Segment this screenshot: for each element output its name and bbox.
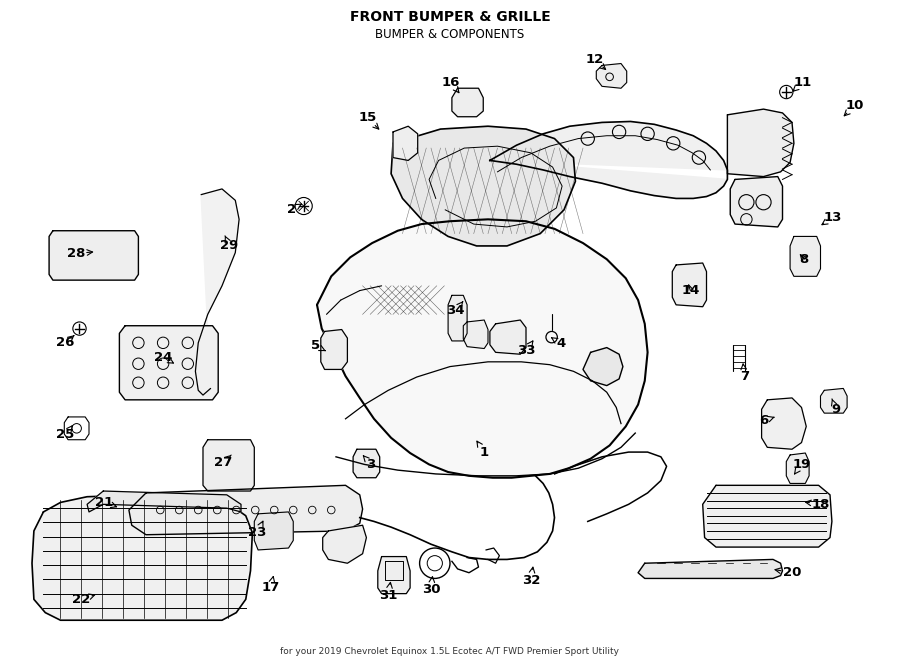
Text: 1: 1: [480, 446, 489, 459]
Polygon shape: [490, 320, 526, 354]
Polygon shape: [129, 485, 363, 535]
Text: 10: 10: [845, 99, 864, 112]
Polygon shape: [730, 176, 782, 227]
Polygon shape: [672, 263, 706, 307]
Polygon shape: [323, 525, 366, 563]
Text: 26: 26: [56, 336, 75, 349]
Text: 28: 28: [67, 247, 85, 260]
Text: 6: 6: [759, 414, 768, 427]
Text: 24: 24: [154, 350, 172, 364]
Text: for your 2019 Chevrolet Equinox 1.5L Ecotec A/T FWD Premier Sport Utility: for your 2019 Chevrolet Equinox 1.5L Eco…: [281, 646, 619, 656]
Text: 33: 33: [517, 344, 535, 357]
Polygon shape: [392, 126, 575, 246]
Polygon shape: [195, 189, 239, 395]
Text: 8: 8: [800, 253, 809, 266]
Text: 16: 16: [442, 76, 460, 89]
Polygon shape: [378, 557, 410, 594]
Text: 13: 13: [824, 211, 842, 224]
Text: 17: 17: [261, 582, 280, 594]
Polygon shape: [452, 88, 483, 117]
Polygon shape: [203, 440, 255, 491]
Text: 18: 18: [811, 498, 830, 511]
Text: 21: 21: [95, 496, 113, 509]
Text: 4: 4: [556, 337, 566, 350]
Polygon shape: [393, 126, 418, 161]
Polygon shape: [638, 559, 782, 578]
Polygon shape: [583, 348, 623, 385]
Text: 14: 14: [681, 284, 699, 297]
Text: 25: 25: [56, 428, 75, 442]
Text: 34: 34: [446, 304, 465, 317]
Text: 29: 29: [220, 239, 238, 253]
Polygon shape: [317, 219, 648, 478]
Polygon shape: [32, 495, 252, 620]
Polygon shape: [790, 237, 821, 276]
Text: 12: 12: [585, 54, 604, 66]
Polygon shape: [761, 398, 806, 449]
Polygon shape: [255, 512, 293, 550]
Polygon shape: [120, 326, 218, 400]
Text: 7: 7: [740, 369, 749, 383]
Polygon shape: [703, 485, 832, 547]
Polygon shape: [490, 122, 727, 198]
Text: 31: 31: [379, 589, 398, 602]
Text: 19: 19: [792, 458, 811, 471]
Text: 27: 27: [214, 456, 232, 469]
Text: 2: 2: [287, 204, 296, 216]
Text: 5: 5: [310, 339, 320, 352]
Text: 23: 23: [248, 526, 266, 539]
Polygon shape: [353, 449, 380, 478]
Polygon shape: [597, 63, 626, 88]
Text: 11: 11: [793, 76, 812, 89]
Text: FRONT BUMPER & GRILLE: FRONT BUMPER & GRILLE: [349, 10, 551, 24]
Polygon shape: [821, 389, 847, 413]
Polygon shape: [87, 491, 241, 512]
Text: 30: 30: [422, 583, 440, 596]
Text: 9: 9: [831, 403, 841, 416]
Text: BUMPER & COMPONENTS: BUMPER & COMPONENTS: [375, 28, 525, 41]
Polygon shape: [727, 109, 794, 176]
Text: 20: 20: [783, 566, 801, 579]
Polygon shape: [448, 295, 467, 341]
Polygon shape: [320, 330, 347, 369]
Polygon shape: [464, 320, 488, 348]
Text: 3: 3: [366, 458, 376, 471]
Text: 22: 22: [72, 593, 91, 606]
Polygon shape: [787, 453, 809, 483]
Text: 32: 32: [522, 574, 540, 587]
Text: 15: 15: [358, 111, 376, 124]
Polygon shape: [50, 231, 139, 280]
